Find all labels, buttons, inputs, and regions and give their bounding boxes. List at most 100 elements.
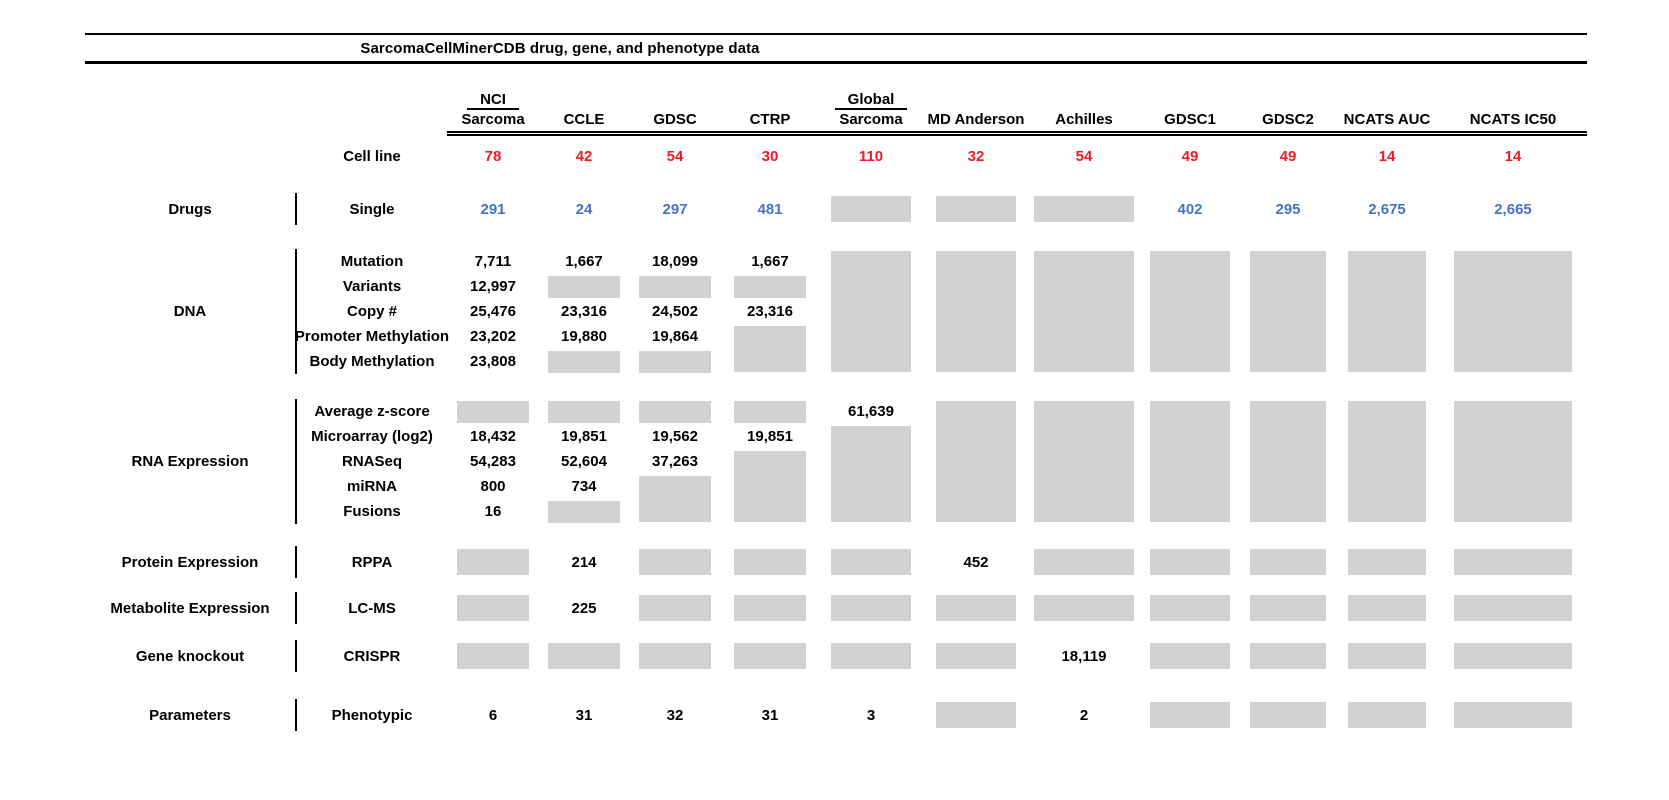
value-cell: 24,502	[652, 303, 698, 320]
row-label-phenotypic: Phenotypic	[331, 706, 413, 724]
data-cell	[721, 324, 819, 374]
missing-data-box	[1348, 251, 1426, 372]
missing-data-box	[1034, 196, 1134, 222]
section-drugs: Drugs Single 291 24 297 481 402 295 2,675 2,665	[85, 193, 1587, 225]
missing-data-box	[734, 549, 806, 575]
value-cell: 7,711	[474, 253, 512, 270]
value-cell: 214	[571, 553, 597, 571]
missing-data-box	[1348, 401, 1426, 522]
row-label-body-methylation: Body Methylation	[309, 353, 435, 370]
data-cell	[1241, 640, 1335, 672]
missing-data-box	[1250, 702, 1326, 728]
data-cell	[1241, 592, 1335, 624]
data-cell	[1029, 399, 1139, 524]
section-gene-knockout: Gene knockout CRISPR 18,119	[85, 640, 1587, 672]
value-cell: 19,851	[561, 428, 607, 445]
value-cell: 2	[1079, 706, 1089, 724]
row-label-promoter-methylation: Promoter Methylation	[294, 328, 450, 345]
category-label: RNA Expression	[85, 399, 297, 524]
value-cell: 297	[662, 200, 688, 218]
data-cell	[923, 592, 1029, 624]
missing-data-box	[734, 326, 806, 372]
missing-data-box	[457, 400, 529, 423]
value-cell: 18,432	[470, 428, 516, 445]
title-band: SarcomaCellMinerCDB drug, gene, and phen…	[85, 33, 1587, 64]
column-header-gdsc1: GDSC1	[1139, 91, 1241, 131]
missing-data-box	[831, 196, 911, 222]
value-cell: 12,997	[470, 278, 516, 295]
cell-line-count-ncats-ic50: 14	[1504, 147, 1522, 165]
missing-data-box	[734, 643, 806, 669]
value-cell: 37,263	[652, 453, 698, 470]
missing-data-box	[548, 275, 620, 298]
cell-line-count-gdsc: 54	[666, 147, 684, 165]
column-header-ncats-auc: NCATS AUC	[1335, 91, 1439, 131]
column-header-top-label: Global	[834, 91, 908, 110]
row-label-variants: Variants	[342, 278, 402, 295]
missing-data-box	[1150, 643, 1230, 669]
value-cell: 295	[1275, 200, 1301, 218]
value-cell: 2,665	[1494, 200, 1532, 218]
column-header-md-anderson: MD Anderson	[923, 91, 1029, 131]
cell-line-count-sarcoma-global: 110	[858, 147, 884, 165]
column-header-label: Sarcoma	[461, 111, 525, 128]
data-sections: Drugs Single 291 24 297 481 402 295 2,675 2,665 DN…	[85, 193, 1587, 731]
row-label-microarray-log2: Microarray (log2)	[311, 428, 433, 445]
data-cell	[1139, 640, 1241, 672]
data-cell	[1029, 546, 1139, 578]
missing-data-box	[1150, 702, 1230, 728]
column-header-global-sarcoma: Global Sarcoma	[819, 91, 923, 131]
data-cell	[721, 274, 819, 299]
value-cell: 734	[571, 478, 597, 495]
missing-data-box	[831, 549, 911, 575]
column-header-label: CCLE	[563, 111, 605, 128]
column-header-label: CTRP	[749, 111, 791, 128]
data-cell	[819, 249, 923, 374]
missing-data-box	[936, 196, 1016, 222]
data-cell	[1439, 249, 1587, 374]
value-cell: 16	[484, 503, 502, 520]
category-label: Protein Expression	[85, 546, 297, 578]
data-cell	[1439, 592, 1587, 624]
missing-data-box	[639, 595, 711, 621]
column-header-ctrp: CTRP	[721, 91, 819, 131]
value-cell: 24	[575, 200, 593, 218]
data-cell	[1139, 546, 1241, 578]
column-header-gdsc2: GDSC2	[1241, 91, 1335, 131]
row-label-copy: Copy #	[346, 303, 397, 320]
missing-data-box	[639, 476, 711, 522]
value-cell: 19,851	[747, 428, 793, 445]
header-double-rule	[447, 131, 1587, 141]
data-cell	[629, 274, 721, 299]
missing-data-box	[1454, 251, 1572, 372]
data-cell	[721, 449, 819, 524]
data-cell	[1335, 640, 1439, 672]
missing-data-box	[1348, 595, 1426, 621]
column-header-ncats-ic50: NCATS IC50	[1439, 91, 1587, 131]
data-cell	[629, 592, 721, 624]
missing-data-box	[1150, 251, 1230, 372]
column-header-label: Achilles	[1055, 111, 1113, 128]
data-cell	[1335, 399, 1439, 524]
missing-data-box	[639, 643, 711, 669]
missing-data-box	[936, 401, 1016, 522]
value-cell: 25,476	[470, 303, 516, 320]
data-cell	[1439, 399, 1587, 524]
data-cell	[629, 640, 721, 672]
value-cell: 19,562	[652, 428, 698, 445]
data-cell	[1139, 699, 1241, 731]
value-cell: 19,864	[652, 328, 698, 345]
missing-data-box	[457, 595, 529, 621]
data-cell	[923, 249, 1029, 374]
row-label-lc-ms: LC-MS	[348, 599, 396, 617]
missing-data-box	[1150, 401, 1230, 522]
missing-data-box	[1454, 702, 1572, 728]
column-header-achilles: Achilles	[1029, 91, 1139, 131]
value-cell: 18,119	[1061, 647, 1107, 665]
missing-data-box	[639, 275, 711, 298]
row-label-mirna: miRNA	[346, 478, 397, 495]
data-cell	[1335, 699, 1439, 731]
data-cell	[1139, 399, 1241, 524]
missing-data-box	[1250, 549, 1326, 575]
column-header-label: MD Anderson	[927, 111, 1025, 128]
